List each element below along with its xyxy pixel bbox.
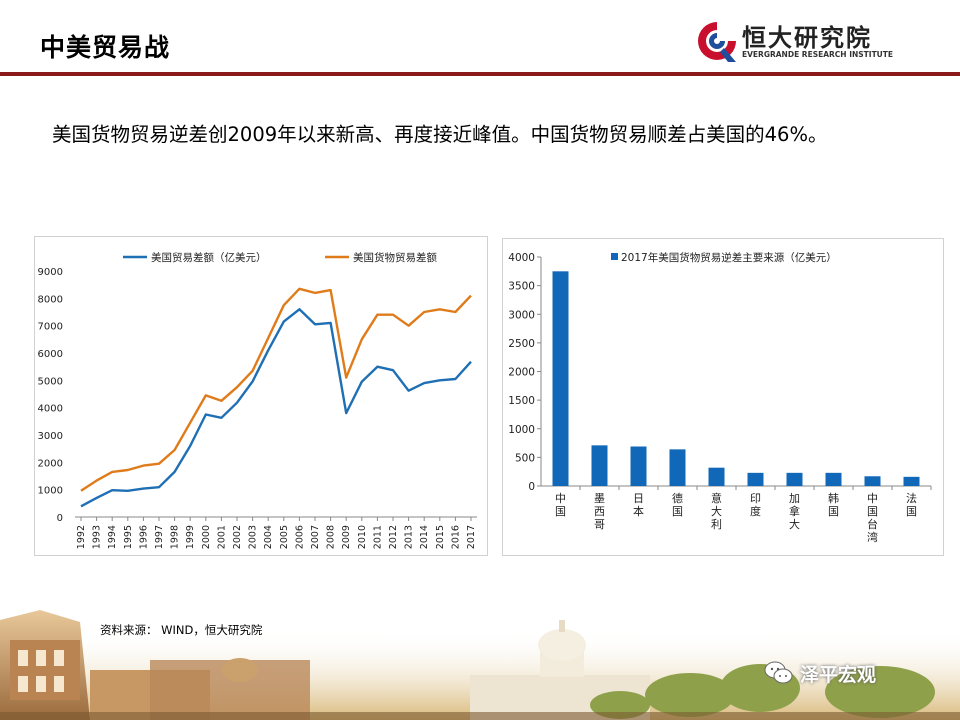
trade-balance-line-chart: 0 1000 2000 3000 4000 5000 6000 7000 8000 9000 199… [34,236,488,556]
line-y-tick-label: 0 [57,513,63,524]
line-x-tick-label: 2007 [310,525,321,549]
line-y-tick-label: 9000 [38,267,63,278]
line-x-tick-label: 2005 [279,525,290,549]
line-x-tick-label: 1992 [76,525,87,549]
bar-y-tick-label: 4000 [508,252,535,264]
bar-category-label: 加拿大 [789,492,800,531]
line-series-path [80,287,472,492]
bar-10 [903,476,920,486]
bar-9 [864,476,881,486]
line-y-tick-label: 2000 [38,458,63,469]
bar-category-label: 墨西哥 [594,492,605,531]
bar-legend-swatch [611,253,618,260]
watermark-text: 泽平宏观 [800,664,877,686]
line-y-tick-label: 6000 [38,349,63,360]
bar-category-label: 德国 [672,491,683,518]
line-x-tick-label: 1994 [107,525,118,549]
footer-landscape-image [0,610,960,720]
bar-y-tick-label: 1000 [508,424,535,436]
line-x-tick-label: 2001 [216,525,227,549]
bar-category-label: 韩国 [828,491,839,518]
line-y-tick-label: 4000 [38,404,63,415]
line-y-tick-label: 3000 [38,431,63,442]
line-x-tick-label: 1998 [170,525,181,549]
bar-chart-svg: 0 500 1000 1500 2000 2500 3000 3500 4000 2017年美国货… [508,251,932,544]
logo-name: 恒大研究院 [742,24,872,52]
line-x-tick-label: 2004 [263,525,274,549]
bar-y-tick-label: 3500 [508,281,535,293]
line-chart-svg: 0 1000 2000 3000 4000 5000 6000 7000 8000 9000 199… [38,251,477,549]
line-legend-label: 美国贸易差额（亿美元） [151,251,267,264]
line-x-tick-label: 2011 [372,525,383,549]
bar-category-label: 日本 [633,492,644,518]
line-y-tick-label: 5000 [38,376,63,387]
line-x-tick-label: 2003 [248,525,259,549]
logo-english-name: EVERGRANDE RESEARCH INSTITUTE [742,50,894,59]
line-x-tick-label: 2009 [341,525,352,549]
bar-8 [825,472,842,486]
line-x-tick-label: 2002 [232,525,243,549]
line-x-tick-label: 2012 [388,525,399,549]
slide-subtitle: 美国货物贸易逆差创2009年以来新高、再度接近峰值。中国货物贸易顺差占美国的46… [52,123,828,146]
line-x-tick-label: 1996 [138,525,149,549]
bar-4 [669,449,686,486]
line-legend-label: 美国货物贸易差额 [353,251,437,264]
line-y-tick-label: 1000 [38,486,63,497]
line-x-tick-label: 2016 [450,525,461,549]
bar-1 [552,271,569,486]
bar-6 [747,472,764,486]
line-x-tick-label: 2015 [435,525,446,549]
bar-category-label: 印度 [750,492,761,518]
bar-category-label: 意大利 [711,491,722,531]
bar-legend-label: 2017年美国货物贸易逆差主要来源（亿美元） [621,251,837,264]
bar-5 [708,467,725,486]
evergrande-emblem-icon [698,22,736,62]
line-series-path [80,308,472,508]
bar-y-tick-label: 1500 [508,395,535,407]
line-x-tick-label: 1997 [154,525,165,549]
bar-2 [591,445,608,486]
deficit-sources-bar-chart: 0 500 1000 1500 2000 2500 3000 3500 4000 2017年美国货… [502,238,944,556]
bar-y-tick-label: 3000 [508,309,535,321]
line-y-tick-label: 8000 [38,294,63,305]
line-x-tick-label: 1993 [92,525,103,549]
bar-y-tick-label: 2500 [508,338,535,350]
line-x-tick-label: 2017 [466,525,477,549]
line-x-tick-label: 2010 [357,525,368,549]
evergrande-logo: 恒大研究院 EVERGRANDE RESEARCH INSTITUTE [694,18,894,66]
bar-y-tick-label: 2000 [508,367,535,379]
bar-y-tick-label: 500 [515,452,535,464]
line-x-tick-label: 2008 [326,525,337,549]
line-y-tick-label: 7000 [38,322,63,333]
page-title: 中美贸易战 [40,33,171,62]
line-x-tick-label: 1995 [123,525,134,549]
bar-y-tick-label: 0 [528,481,535,493]
wechat-icon [764,661,793,684]
line-x-tick-label: 2014 [419,525,430,549]
bar-category-label: 中国台湾 [867,492,878,544]
line-x-tick-label: 1999 [185,525,196,549]
bar-category-label: 法国 [906,491,917,518]
bar-category-label: 中国 [555,492,566,518]
bar-7 [786,472,803,486]
data-source-note: 资料来源： WIND，恒大研究院 [100,623,263,637]
line-x-tick-label: 2013 [404,525,415,549]
line-x-tick-label: 2000 [201,525,212,549]
header-divider [0,72,960,76]
bar-3 [630,446,647,486]
line-x-tick-label: 2006 [294,525,305,549]
